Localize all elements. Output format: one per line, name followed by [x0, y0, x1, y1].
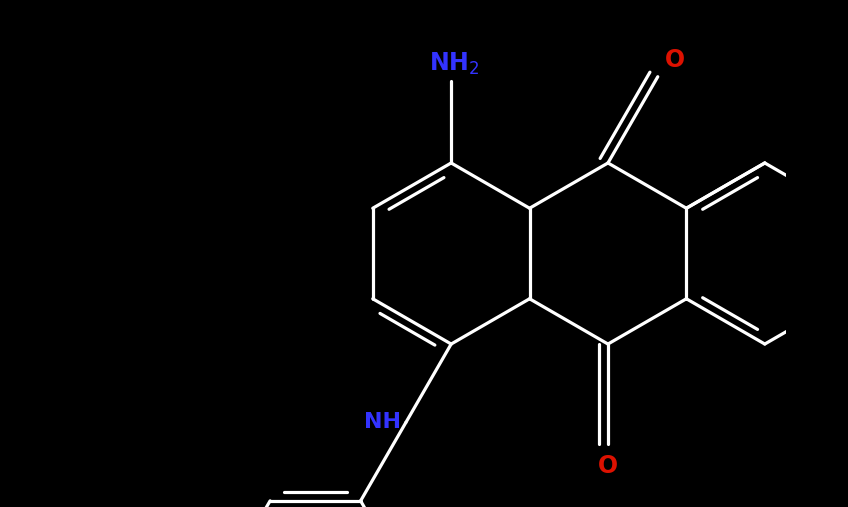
Text: NH$_2$: NH$_2$ — [429, 51, 479, 77]
Text: O: O — [598, 454, 618, 479]
Text: NH: NH — [365, 412, 401, 432]
Text: O: O — [665, 48, 685, 72]
